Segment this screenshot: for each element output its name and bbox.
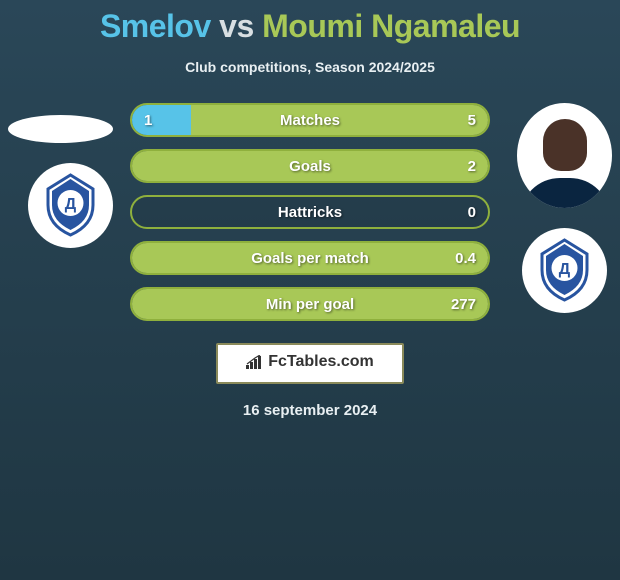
stat-label: Goals [289, 158, 331, 175]
stat-value-player2: 0 [468, 204, 476, 221]
player1-club-badge: Д [28, 163, 113, 248]
photo-shoulders [520, 178, 610, 208]
stat-value-player2: 5 [468, 112, 476, 129]
player2-column: Д [517, 103, 612, 313]
stat-bars: 1 5 Matches 2 Goals 0 Hattricks 0.4 Goals per ma… [130, 103, 490, 321]
stat-label: Matches [280, 112, 340, 129]
brand-text: FcTables.com [246, 353, 374, 371]
chart-icon [246, 355, 264, 369]
comparison-title: Smelov vs Moumi Ngamaleu [0, 8, 620, 45]
club-shield-icon: Д [537, 238, 592, 303]
stat-value-player1: 1 [144, 112, 152, 129]
player2-club-badge: Д [522, 228, 607, 313]
vs-text: vs [219, 8, 254, 44]
stat-bar: 2 Goals [130, 149, 490, 183]
stat-bar: 1 5 Matches [130, 103, 490, 137]
club-shield-icon: Д [43, 173, 98, 238]
brand-label: FcTables.com [268, 353, 374, 371]
stat-value-player2: 2 [468, 158, 476, 175]
stat-label: Min per goal [266, 296, 354, 313]
subtitle: Club competitions, Season 2024/2025 [0, 59, 620, 75]
stat-value-player2: 277 [451, 296, 476, 313]
player1-column: Д [8, 103, 113, 248]
player2-name: Moumi Ngamaleu [262, 8, 520, 44]
brand-box: FcTables.com [216, 343, 404, 384]
stat-bar: 0 Hattricks [130, 195, 490, 229]
date-text: 16 september 2024 [0, 402, 620, 419]
stat-value-player2: 0.4 [455, 250, 476, 267]
svg-text:Д: Д [65, 196, 77, 213]
bar-fill-player1 [132, 105, 191, 135]
player1-name: Smelov [100, 8, 211, 44]
content-area: Д Д 1 5 Matches 2 Goals 0 Hattricks 0.4 Goals pe… [0, 103, 620, 321]
player1-avatar-placeholder [8, 115, 113, 143]
footer: FcTables.com 16 september 2024 [0, 343, 620, 419]
stat-bar: 277 Min per goal [130, 287, 490, 321]
stat-label: Hattricks [278, 204, 342, 221]
stat-label: Goals per match [251, 250, 369, 267]
photo-head [543, 119, 587, 171]
stat-bar: 0.4 Goals per match [130, 241, 490, 275]
header: Smelov vs Moumi Ngamaleu Club competitio… [0, 0, 620, 75]
svg-text:Д: Д [559, 261, 571, 278]
player2-photo [517, 103, 612, 208]
